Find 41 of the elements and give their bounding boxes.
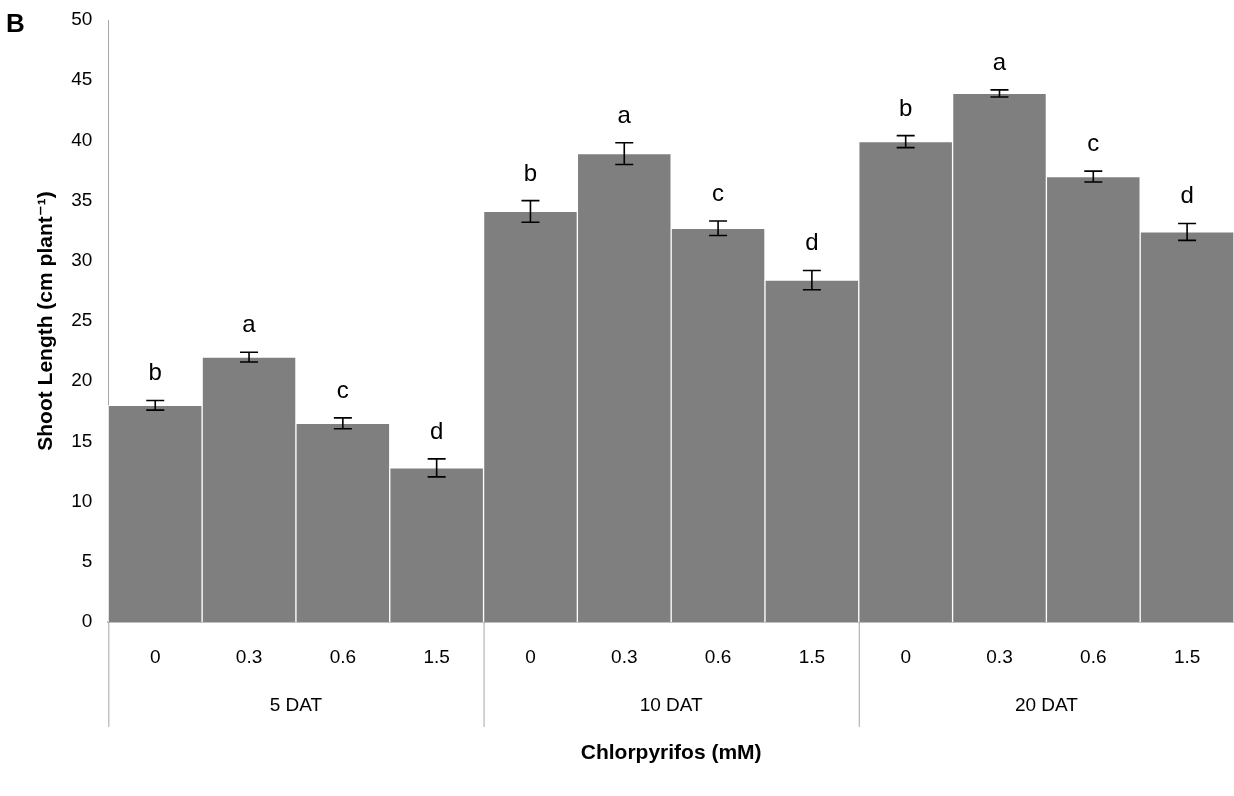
- y-tick-label: 20: [71, 369, 93, 391]
- x-tick-label: 0.3: [986, 645, 1013, 667]
- y-tick-label: 50: [71, 8, 93, 30]
- x-tick-label: 0: [900, 645, 911, 667]
- x-tick-label: 0.6: [1080, 645, 1107, 667]
- y-tick-label: 40: [71, 128, 93, 150]
- data-label: a: [992, 47, 1007, 75]
- text: 10 DAT: [639, 694, 704, 716]
- y-tick-label: 35: [71, 188, 93, 210]
- data-label: d: [429, 416, 444, 444]
- data-label: b: [899, 93, 913, 121]
- data-label: a: [242, 310, 257, 338]
- x-tick-label: 1.5: [1173, 645, 1201, 667]
- data-label: d: [805, 228, 819, 256]
- y-tick-label: 0: [81, 610, 93, 632]
- y-tick-label: 25: [71, 309, 93, 331]
- data-label: c: [336, 375, 349, 403]
- data-label: a: [617, 100, 632, 128]
- x-tick-label: 1.5: [423, 645, 450, 667]
- text: 20 DAT: [1014, 694, 1079, 716]
- x-tick-label: 0.3: [611, 645, 638, 667]
- y-tick-label: 10: [71, 489, 93, 511]
- data-label: b: [148, 358, 162, 386]
- x-tick-label: 0.3: [235, 645, 263, 667]
- data-label: c: [1087, 129, 1100, 157]
- x-tick-label: 0.6: [704, 645, 732, 667]
- y-tick-label: 45: [71, 68, 93, 90]
- y-axis-title: Shoot Length (cm plant⁻¹): [33, 191, 57, 451]
- data-label: d: [1180, 181, 1194, 209]
- x-axis-title: Chlorpyrifos (mM): [580, 740, 762, 764]
- x-tick-label: 0: [525, 645, 536, 667]
- y-tick-label: 5: [81, 550, 93, 572]
- data-label: b: [523, 158, 538, 186]
- x-tick-label: 1.5: [798, 645, 826, 667]
- text: 5 DAT: [269, 694, 323, 716]
- y-tick-label: 30: [71, 249, 93, 271]
- y-tick-label: 15: [71, 429, 93, 451]
- x-tick-label: 0: [149, 645, 161, 667]
- data-label: c: [712, 179, 725, 207]
- x-tick-label: 0.6: [329, 645, 357, 667]
- chart-title: B: [6, 8, 25, 39]
